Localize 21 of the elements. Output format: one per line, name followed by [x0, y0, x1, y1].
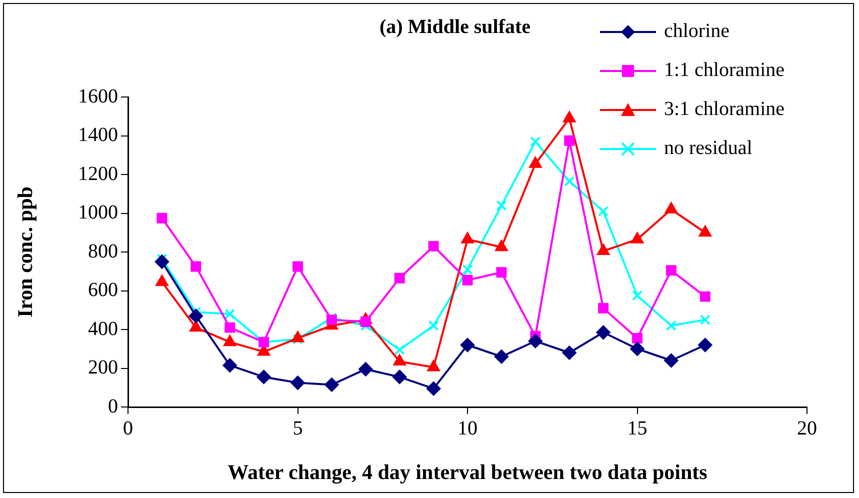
- y-tick-label: 200: [88, 356, 118, 378]
- y-tick-label: 1200: [78, 162, 118, 185]
- y-tick-label: 400: [88, 318, 118, 340]
- legend-label: 1:1 chloramine: [664, 59, 785, 82]
- y-tick-label: 800: [88, 240, 118, 262]
- x-tick-label: 0: [123, 417, 133, 440]
- y-tick-label: 0: [108, 395, 118, 418]
- y-tick-label: 600: [88, 279, 118, 301]
- chart-title: (a) Middle sulfate: [378, 16, 532, 39]
- y-tick-label: 1600: [78, 85, 118, 108]
- x-tick-label: 15: [627, 417, 648, 440]
- x-tick-label: 20: [797, 417, 817, 440]
- x-tick-label: 10: [458, 417, 478, 440]
- legend-label: chlorine: [664, 20, 730, 43]
- legend-label: no residual: [664, 137, 752, 160]
- y-axis-title: Iron conc. ppb: [13, 186, 38, 318]
- y-tick-label: 1000: [78, 202, 118, 224]
- x-tick-label: 5: [292, 417, 303, 440]
- y-tick-label: 1400: [78, 124, 118, 146]
- legend-label: 3:1 chloramine: [664, 98, 785, 121]
- x-axis-title: Water change, 4 day interval between two data points: [228, 460, 708, 484]
